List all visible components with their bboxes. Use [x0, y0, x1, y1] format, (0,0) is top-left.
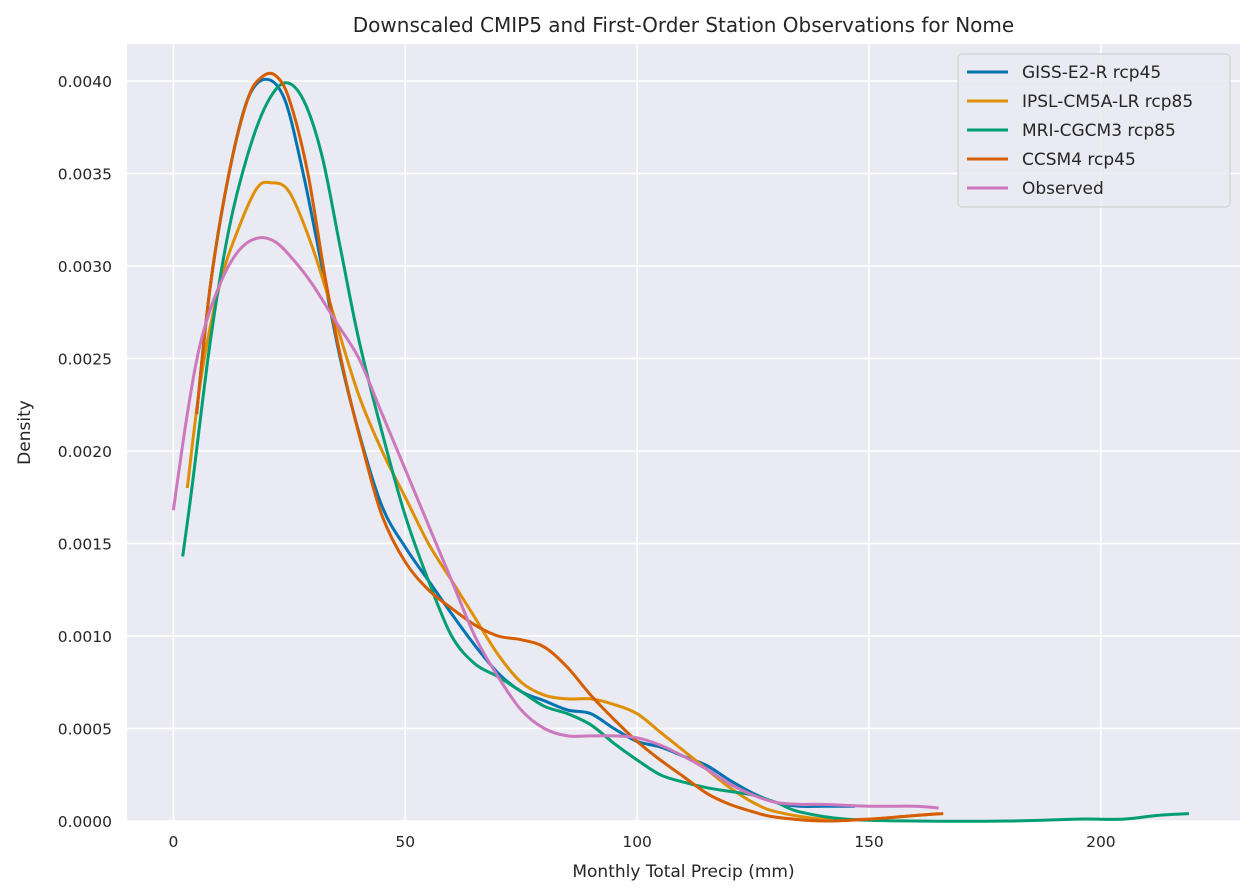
x-tick-label: 150 [854, 833, 884, 851]
chart-title: Downscaled CMIP5 and First-Order Station… [353, 13, 1014, 37]
y-axis-label: Density [15, 400, 35, 465]
legend-box [957, 53, 1231, 208]
series-line-3 [195, 71, 944, 823]
legend-label: IPSL-CM5A-LR rcp85 [1022, 92, 1193, 112]
legend-label: MRI-CGCM3 rcp85 [1022, 121, 1176, 141]
y-tick-label: 0.0005 [58, 721, 112, 739]
x-tick-label: 200 [1086, 833, 1116, 851]
y-tick-label: 0.0010 [58, 628, 112, 646]
legend: GISS-E2-R rcp45 IPSL-CM5A-LR rcp85 MRI-CGC… [957, 53, 1231, 208]
y-tick-label: 0.0035 [58, 166, 112, 184]
legend-label: Observed [1022, 179, 1104, 199]
x-tick-label: 100 [622, 833, 652, 851]
series-line-0 [195, 77, 856, 808]
y-tick-label: 0.0030 [58, 258, 112, 276]
y-tick-label: 0.0040 [58, 73, 112, 91]
x-tick-label: 50 [395, 833, 415, 851]
legend-label: CCSM4 rcp45 [1022, 150, 1136, 170]
series-lines [171, 71, 1190, 823]
y-tick-label: 0.0020 [58, 443, 112, 461]
series-line-4 [171, 236, 939, 810]
y-axis-ticks: 0.0000 0.0005 0.0010 0.0015 0.0020 0.0025 0.00… [58, 73, 112, 831]
series-line-1 [185, 180, 939, 822]
x-tick-label: 0 [168, 833, 178, 851]
legend-label: GISS-E2-R rcp45 [1022, 63, 1161, 83]
x-axis-label: Monthly Total Precip (mm) [572, 862, 794, 882]
y-tick-label: 0.0000 [58, 813, 112, 831]
y-tick-label: 0.0015 [58, 536, 112, 554]
y-tick-label: 0.0025 [58, 351, 112, 369]
x-axis-ticks: 0 50 100 150 200 [168, 833, 1115, 851]
